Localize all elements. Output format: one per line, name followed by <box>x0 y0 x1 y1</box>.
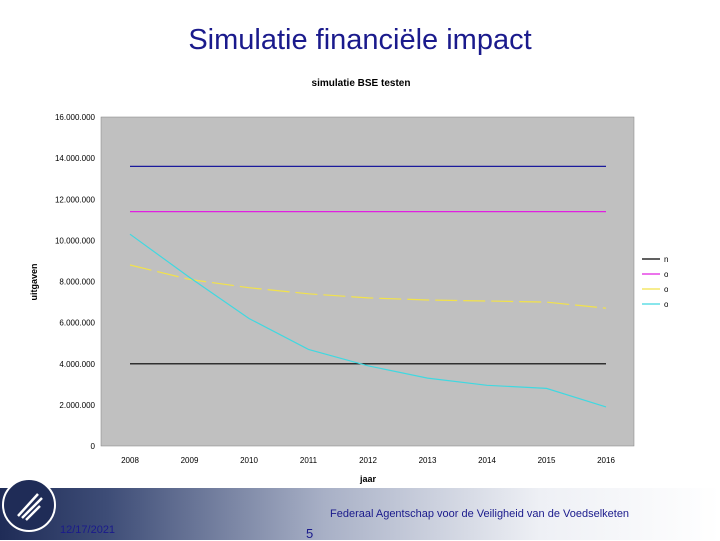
y-tick-label: 8.000.000 <box>59 278 95 287</box>
y-tick-label: 4.000.000 <box>59 360 95 369</box>
legend-label: optie 3 <box>664 300 668 309</box>
y-tick-label: 10.000.000 <box>55 236 96 245</box>
y-tick-label: 2.000.000 <box>59 401 95 410</box>
page-number: 5 <box>306 526 314 541</box>
chart-title: simulatie BSE testen <box>312 78 411 89</box>
y-axis-label: uitgaven <box>29 263 39 300</box>
series-line-3 <box>129 233 607 408</box>
x-tick-label: 2009 <box>181 456 199 465</box>
chart-legend: nu optie 1 optie 2 optie 3 <box>642 255 668 309</box>
y-tick-label: 0 <box>91 442 96 451</box>
footer-band <box>0 488 720 540</box>
x-tick-label: 2013 <box>419 456 437 465</box>
plot-area <box>100 116 635 447</box>
legend-label: optie 1 <box>664 270 668 279</box>
x-tick-label: 2008 <box>121 456 139 465</box>
x-axis-label: jaar <box>359 474 377 484</box>
y-tick-label: 14.000.000 <box>55 154 96 163</box>
y-tick-label: 6.000.000 <box>59 319 95 328</box>
series-line-2 <box>129 264 607 309</box>
agency-logo-icon <box>2 478 56 532</box>
bse-simulation-chart: simulatie BSE testen 0 2.000.000 4.000.000… <box>29 78 668 484</box>
footer-date: 12/17/2021 <box>60 524 116 536</box>
slide-title: Simulatie financiële impact <box>188 24 532 56</box>
x-tick-label: 2011 <box>300 456 318 465</box>
y-tick-label: 16.000.000 <box>55 113 96 122</box>
x-tick-label: 2014 <box>478 456 496 465</box>
y-tick-label: 12.000.000 <box>55 195 96 204</box>
x-tick-label: 2015 <box>538 456 556 465</box>
x-tick-label: 2010 <box>240 456 258 465</box>
footer-organization: Federaal Agentschap voor de Veiligheid v… <box>330 508 630 520</box>
x-tick-label: 2012 <box>359 456 377 465</box>
legend-label: nu <box>664 255 668 264</box>
x-tick-label: 2016 <box>597 456 615 465</box>
legend-label: optie 2 <box>664 285 668 294</box>
